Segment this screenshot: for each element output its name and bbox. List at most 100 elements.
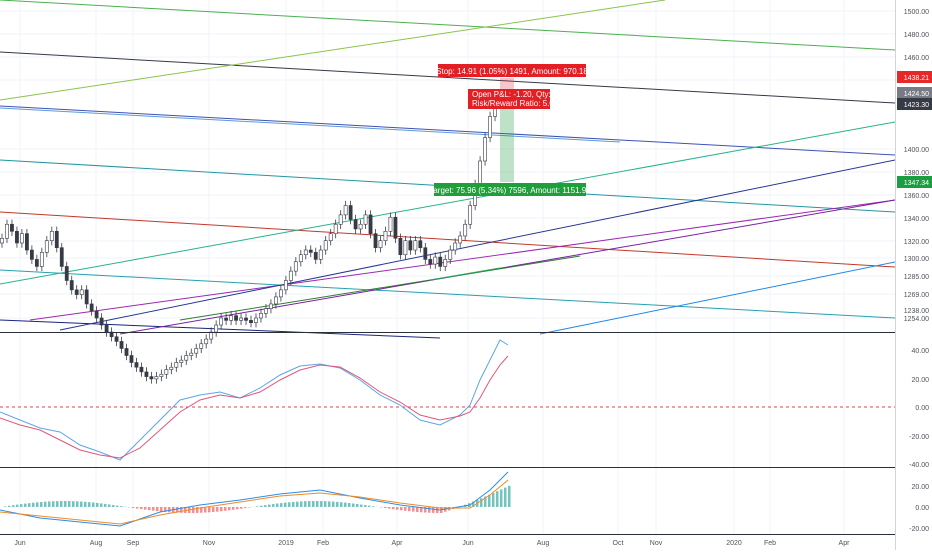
macd-bar: [20, 504, 23, 507]
candle-body: [165, 370, 168, 375]
candle-body: [334, 224, 337, 233]
macd-bar: [228, 507, 231, 510]
candle-body: [244, 318, 247, 320]
macd-bar: [388, 507, 391, 509]
macd-bar: [428, 507, 431, 513]
candle-body: [264, 309, 267, 314]
macd-bar: [12, 505, 15, 507]
candle-body: [190, 353, 193, 355]
macd-bar: [312, 501, 315, 507]
candle-body: [200, 344, 203, 349]
candle-body: [160, 374, 163, 376]
candle-body: [354, 220, 357, 229]
macd-bar: [48, 501, 51, 507]
macd-bar: [332, 502, 335, 507]
candle-body: [409, 241, 412, 250]
candle-body: [404, 241, 407, 255]
macd-bar: [328, 501, 331, 507]
time-tick-label: 2019: [278, 540, 294, 547]
time-tick-label: Aug: [537, 540, 550, 547]
candle-body: [299, 255, 302, 262]
macd-bar: [340, 502, 343, 507]
macd-bar: [216, 507, 219, 512]
candle-body: [229, 316, 232, 321]
candle-body: [185, 355, 188, 360]
candle-body: [215, 325, 218, 332]
candle-body: [449, 250, 452, 259]
macd-bar: [120, 506, 123, 507]
candle-body: [488, 116, 491, 137]
macd-bar: [356, 504, 359, 507]
candle-body: [0, 238, 3, 243]
candle-body: [324, 241, 327, 250]
macd-bar: [240, 507, 243, 509]
macd-bar: [348, 503, 351, 507]
macd-bar: [16, 505, 19, 507]
candle-body: [399, 238, 402, 254]
macd-bar: [504, 488, 507, 507]
macd-bar: [68, 501, 71, 507]
candle-body: [429, 259, 432, 264]
macd-bar: [364, 505, 367, 507]
price-axis[interactable]: 1500.001480.001460.001440.001400.001380.…: [895, 0, 932, 550]
candle-body: [120, 341, 123, 348]
time-tick-label: Jun: [462, 540, 473, 547]
candle-body: [105, 325, 108, 332]
price-tick-label: 1480.00: [904, 32, 929, 39]
candle-body: [90, 304, 93, 311]
candle-body: [459, 236, 462, 243]
candle-body: [444, 259, 447, 266]
candle-body: [424, 248, 427, 260]
candle-body: [155, 377, 158, 379]
macd-bar: [368, 506, 371, 507]
macd-bar: [56, 501, 59, 507]
macd-bar: [144, 507, 147, 510]
macd-bar: [236, 507, 239, 509]
macd-bar: [72, 501, 75, 507]
candle-body: [454, 243, 457, 250]
macd-bar: [400, 507, 403, 510]
candle-body: [483, 138, 486, 161]
candle-body: [95, 311, 98, 318]
candle-body: [419, 241, 422, 248]
candle-body: [125, 348, 128, 355]
candle-body: [100, 318, 103, 325]
candle-body: [15, 231, 18, 243]
macd-bar: [28, 503, 31, 507]
price-tick-label: 1360.00: [904, 193, 929, 200]
time-tick-label: Sep: [127, 540, 140, 547]
candle-body: [220, 318, 223, 325]
macd-bar: [280, 503, 283, 507]
candle-body: [344, 206, 347, 215]
macd-bar: [4, 506, 7, 507]
macd-bar: [132, 507, 135, 508]
macd-bar: [160, 507, 163, 512]
candle-body: [195, 348, 198, 353]
candle-body: [319, 250, 322, 259]
candle-body: [130, 355, 133, 362]
macd-bar: [272, 504, 275, 507]
macd-bar: [320, 501, 323, 507]
macd-bar: [284, 503, 287, 507]
candle-body: [349, 206, 352, 220]
candle-body: [374, 234, 377, 248]
macd-bar: [32, 503, 35, 507]
osc1-tick-label: 40.00: [911, 348, 929, 355]
osc2-tick-label: 0.00: [915, 505, 929, 512]
osc2-tick-label: -20.00: [909, 526, 929, 533]
macd-bar: [264, 505, 267, 507]
macd-bar: [408, 507, 411, 511]
osc1-tick-label: -40.00: [909, 462, 929, 469]
candle-body: [259, 313, 262, 318]
time-tick-label: 2020: [726, 540, 742, 547]
candle-body: [294, 262, 297, 271]
macd-bar: [36, 502, 39, 507]
macd-bar: [136, 507, 139, 509]
candle-body: [329, 234, 332, 241]
candle-body: [249, 320, 252, 322]
time-tick-label: Jun: [14, 540, 25, 547]
candle-body: [364, 215, 367, 224]
candle-body: [279, 290, 282, 297]
candle-body: [35, 259, 38, 266]
